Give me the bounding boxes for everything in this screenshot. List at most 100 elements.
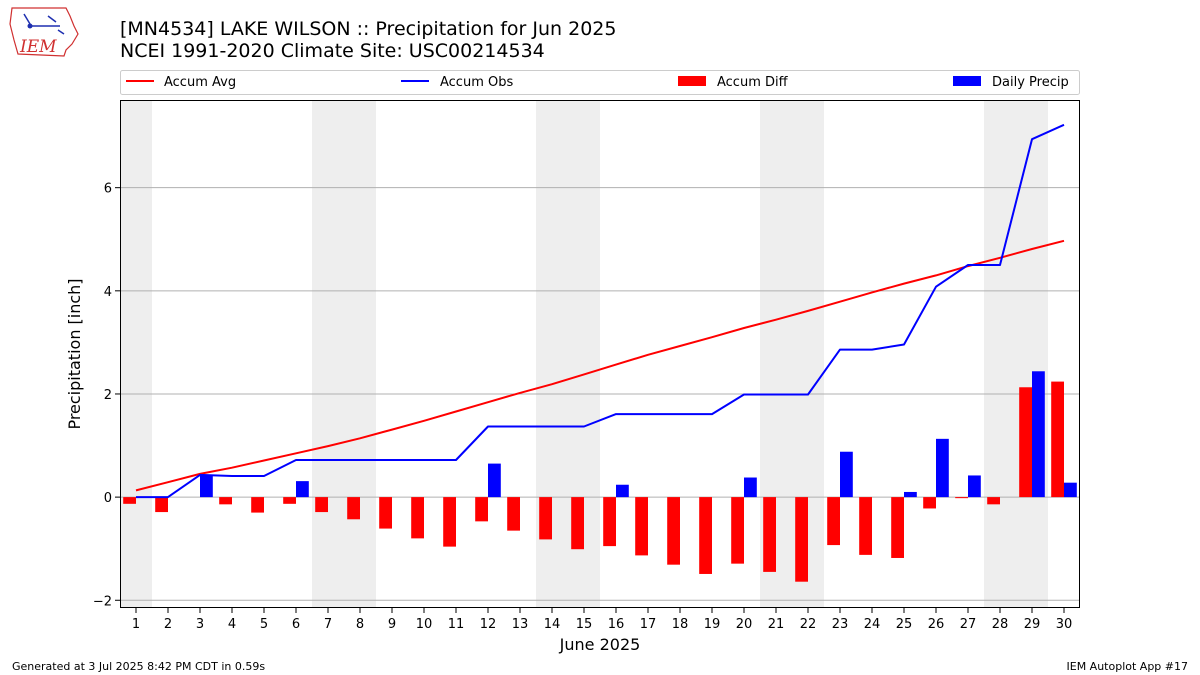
daily-precip-bar-day-25 — [904, 491, 917, 498]
x-tick-label: 5 — [260, 617, 268, 632]
legend-daily-precip-swatch — [953, 76, 981, 86]
chart-title: [MN4534] LAKE WILSON :: Precipitation fo… — [120, 18, 616, 40]
footer-app-text: IEM Autoplot App #17 — [1067, 660, 1189, 673]
daily-precip-bars — [200, 371, 1077, 498]
accum-diff-bar-day-30 — [1051, 381, 1064, 498]
accum-diff-bar-day-29 — [1019, 387, 1032, 498]
accum-diff-bar-day-4 — [219, 497, 232, 505]
y-axis-ticks: −2 0 2 4 6 — [93, 182, 120, 609]
chart-subtitle: NCEI 1991-2020 Climate Site: USC00214534 — [120, 40, 545, 62]
x-tick-label: 30 — [1056, 617, 1073, 632]
daily-precip-bar-day-29 — [1032, 371, 1045, 498]
daily-precip-bar-day-26 — [936, 438, 949, 498]
accum-diff-bar-day-8 — [347, 497, 360, 520]
x-tick-label: 24 — [864, 617, 881, 632]
x-axis-label: June 2025 — [559, 635, 641, 654]
weather-station-icon — [23, 13, 65, 35]
x-tick-label: 8 — [356, 617, 364, 632]
weekend-band-day-8 — [344, 100, 376, 608]
x-tick-label: 22 — [800, 617, 817, 632]
x-axis-ticks: 1 2 3 4 5 6 7 8 9 10 11 12 13 14 15 16 17 18 19 20 21 22 23 24 2… — [132, 608, 1072, 632]
legend-accum-avg-label: Accum Avg — [164, 75, 236, 90]
legend-box — [120, 70, 1080, 95]
x-tick-label: 27 — [960, 617, 977, 632]
iowa-state-outline-icon — [9, 7, 79, 57]
accum-diff-bar-day-22 — [795, 497, 808, 582]
daily-precip-bar-day-16 — [616, 484, 629, 498]
accum-diff-bar-day-24 — [859, 497, 872, 555]
x-tick-label: 16 — [608, 617, 625, 632]
accum-diff-bar-day-1 — [123, 497, 136, 504]
x-tick-label: 18 — [672, 617, 689, 632]
y-axis-label: Precipitation [inch] — [65, 278, 84, 429]
accum-diff-bar-day-14 — [539, 497, 552, 540]
iem-logo: IEM — [9, 7, 79, 57]
x-tick-label: 6 — [292, 617, 300, 632]
accum-diff-bar-day-2 — [155, 497, 168, 513]
weekend-band-day-29 — [1016, 100, 1048, 608]
y-tick-label: 2 — [104, 388, 112, 403]
daily-precip-bar-day-23 — [840, 451, 853, 498]
x-tick-label: 19 — [704, 617, 721, 632]
accum-diff-bar-day-27 — [955, 497, 968, 499]
accum-diff-bars — [123, 381, 1064, 582]
daily-precip-bar-day-27 — [968, 475, 981, 498]
legend-daily-precip-label: Daily Precip — [992, 75, 1069, 90]
x-tick-label: 26 — [928, 617, 945, 632]
accum-lines — [135, 123, 1065, 499]
x-tick-label: 7 — [324, 617, 332, 632]
accum-diff-bar-day-15 — [571, 497, 584, 550]
accum-diff-bar-day-17 — [635, 497, 648, 556]
accum-diff-bar-day-26 — [923, 497, 936, 509]
accum-diff-bar-day-5 — [251, 497, 264, 513]
accum-obs-line — [136, 123, 1065, 499]
x-tick-label: 21 — [768, 617, 785, 632]
x-tick-label: 14 — [544, 617, 561, 632]
weekend-band-day-7 — [312, 100, 344, 608]
legend-accum-diff-label: Accum Diff — [717, 75, 789, 90]
x-tick-label: 9 — [388, 617, 396, 632]
x-tick-label: 28 — [992, 617, 1009, 632]
y-tick-label: 6 — [104, 182, 112, 197]
x-tick-label: 23 — [832, 617, 849, 632]
x-tick-label: 13 — [512, 617, 529, 632]
x-tick-label: 4 — [228, 617, 236, 632]
logo-text: IEM — [19, 37, 57, 57]
daily-precip-bar-day-3 — [200, 474, 213, 498]
x-tick-label: 15 — [576, 617, 593, 632]
weekend-band-day-28 — [984, 100, 1016, 608]
plot-frame — [120, 100, 1080, 608]
x-tick-label: 25 — [896, 617, 913, 632]
daily-precip-bar-day-12 — [488, 463, 501, 498]
daily-precip-bar-day-20 — [744, 477, 757, 498]
accum-diff-bar-day-9 — [379, 497, 392, 529]
legend-accum-obs-label: Accum Obs — [440, 75, 513, 90]
accum-diff-bar-day-25 — [891, 497, 904, 558]
accum-diff-bar-day-13 — [507, 497, 520, 531]
footer-generated-text: Generated at 3 Jul 2025 8:42 PM CDT in 0… — [12, 660, 265, 673]
gridlines — [120, 187, 1080, 601]
y-tick-label: 0 — [104, 491, 112, 506]
accum-diff-bar-day-21 — [763, 497, 776, 572]
legend: Accum Avg Accum Obs Accum Diff Daily Pre… — [120, 70, 1080, 95]
y-tick-label: −2 — [93, 594, 112, 609]
weekend-bands — [120, 100, 1048, 608]
y-tick-label: 4 — [104, 285, 112, 300]
accum-diff-bar-day-11 — [443, 497, 456, 547]
station-dot-icon — [27, 23, 33, 29]
x-tick-label: 10 — [416, 617, 433, 632]
accum-diff-bar-day-18 — [667, 497, 680, 565]
x-tick-label: 1 — [132, 617, 140, 632]
accum-diff-bar-day-19 — [699, 497, 712, 574]
x-tick-label: 20 — [736, 617, 753, 632]
daily-precip-bar-day-6 — [296, 481, 309, 498]
accum-diff-bar-day-28 — [987, 497, 1000, 505]
daily-precip-bar-day-30 — [1064, 482, 1077, 498]
x-tick-label: 2 — [164, 617, 172, 632]
x-tick-label: 3 — [196, 617, 204, 632]
accum-diff-bar-day-10 — [411, 497, 424, 539]
accum-diff-bar-day-12 — [475, 497, 488, 522]
accum-diff-bar-day-16 — [603, 497, 616, 547]
legend-accum-diff-swatch — [678, 76, 706, 86]
